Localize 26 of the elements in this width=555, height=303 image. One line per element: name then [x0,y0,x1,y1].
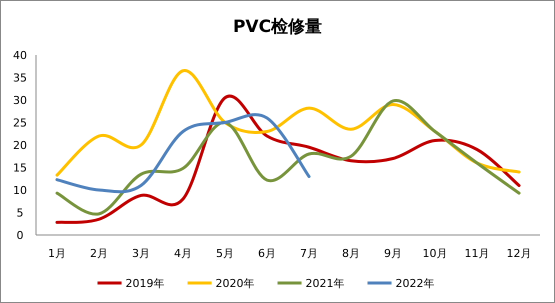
y-tick-label: 35 [13,72,27,84]
x-tick-label: 12月 [506,247,532,260]
legend-label: 2020年 [216,277,254,290]
legend-label: 2022年 [396,277,434,290]
y-tick-label: 5 [16,206,24,220]
y-tick-label: 30 [13,94,27,107]
legend-label: 2019年 [126,277,164,290]
x-tick-label: 5月 [216,247,234,260]
y-tick-label: 0 [16,229,24,242]
x-tick-label: 1月 [48,247,66,260]
x-tick-label: 11月 [464,247,490,260]
x-tick-label: 10月 [422,247,448,260]
x-tick-label: 7月 [300,247,318,260]
y-tick-label: 15 [13,162,27,174]
y-tick-label: 25 [13,116,27,130]
x-tick-label: 9月 [384,247,402,260]
chart-title: PVC检修量 [232,17,322,37]
x-tick-label: 3月 [132,247,150,260]
x-tick-label: 4月 [174,247,192,260]
legend-label: 2021年 [306,277,344,290]
x-tick-label: 6月 [258,247,276,260]
x-tick-label: 2月 [90,247,108,260]
y-tick-label: 20 [13,139,27,152]
y-tick-label: 10 [13,184,27,197]
x-tick-label: 8月 [342,247,360,260]
y-tick-label: 40 [13,49,27,62]
